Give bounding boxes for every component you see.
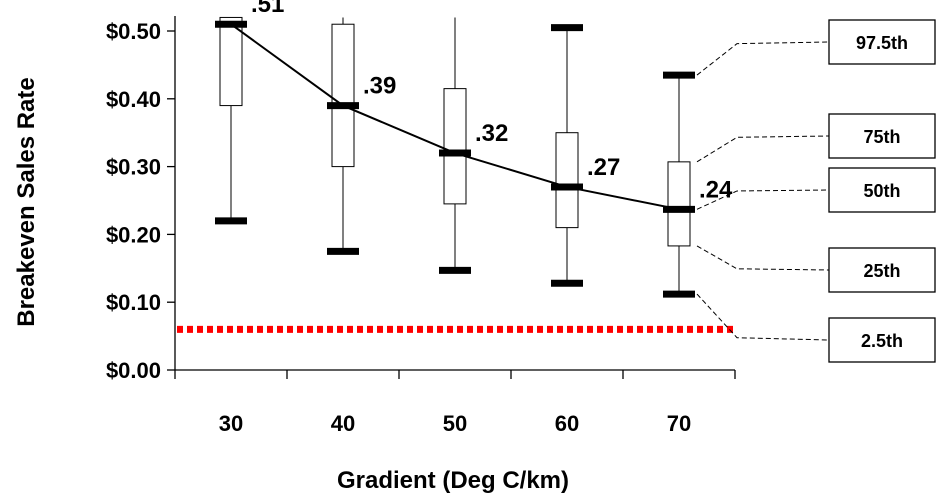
- legend-box: [828, 247, 936, 293]
- y-tick-label: $0.40: [106, 87, 161, 112]
- legend-leader: [696, 245, 830, 271]
- legend-box: [828, 317, 936, 363]
- median-label: .32: [475, 120, 508, 147]
- y-tick-label: $0.10: [106, 290, 161, 315]
- legend-entry: 25th: [863, 261, 900, 281]
- x-tick-label: 40: [331, 411, 355, 436]
- box: [555, 132, 579, 229]
- legend-leader: [696, 135, 830, 163]
- axes: [174, 16, 735, 371]
- median-label: .51: [251, 0, 284, 18]
- legend-box: [828, 19, 936, 65]
- legend-entry: 2.5th: [861, 331, 903, 351]
- x-tick-label: 70: [667, 411, 691, 436]
- median-trend-line: [230, 23, 680, 211]
- box: [443, 88, 467, 205]
- legend-leader: [696, 293, 830, 341]
- legend: 97.5th 75th 50th 25th 2.5th: [696, 19, 936, 363]
- legend-leader: [696, 189, 830, 210]
- box: [667, 161, 691, 247]
- y-tick-label: $0.00: [106, 358, 161, 383]
- legend-leader: [696, 41, 830, 76]
- median-label: .24: [699, 176, 733, 203]
- box: [331, 23, 355, 168]
- legend-box: [828, 113, 936, 159]
- y-tick-label: $0.30: [106, 155, 161, 180]
- legend-box: [828, 167, 936, 213]
- median-label: .27: [587, 154, 620, 181]
- legend-entry: 75th: [863, 127, 900, 147]
- median-label: .39: [363, 73, 396, 100]
- y-tick-label: $0.20: [106, 222, 161, 247]
- box: [219, 16, 243, 107]
- x-tick-label: 50: [443, 411, 467, 436]
- x-ticks: 30 40 50 60 70: [174, 370, 736, 436]
- y-tick-label: $0.50: [106, 19, 161, 44]
- median-labels: .51 .39 .32 .27 .24: [251, 0, 733, 203]
- legend-entry: 97.5th: [856, 33, 908, 53]
- median-polyline: [230, 23, 680, 211]
- legend-entry: 50th: [863, 181, 900, 201]
- boxes: [215, 16, 695, 298]
- y-ticks: $0.00 $0.10 $0.20 $0.30 $0.40 $0.50: [106, 19, 175, 383]
- y-axis-title: Breakeven Sales Rate: [13, 77, 40, 327]
- x-tick-label: 60: [555, 411, 579, 436]
- x-axis-title: Gradient (Deg C/km): [337, 467, 569, 494]
- x-tick-label: 30: [219, 411, 243, 436]
